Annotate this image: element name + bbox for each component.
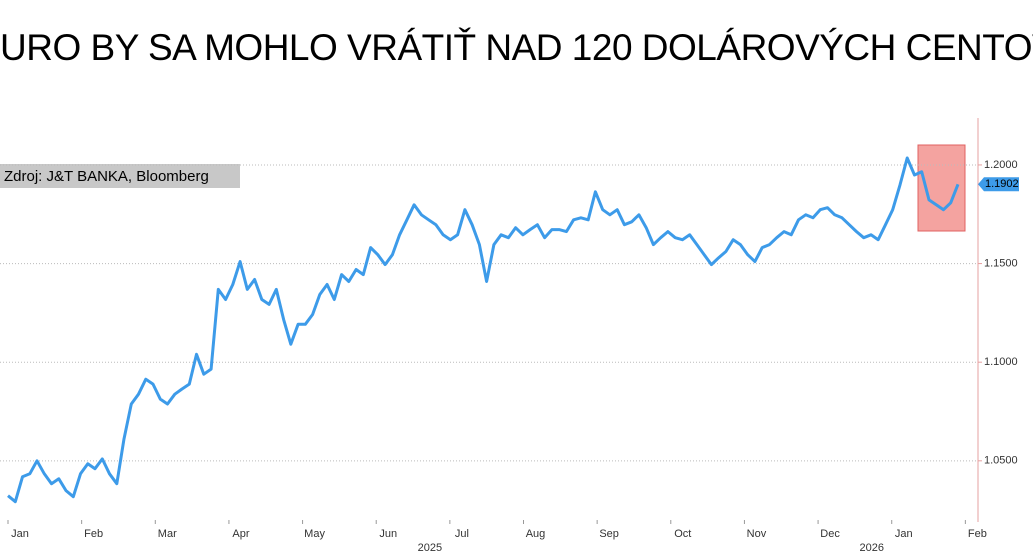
year-label: 2025 <box>418 542 442 554</box>
x-tick-label: Feb <box>84 528 103 540</box>
source: Zdroj: J&T BANKA, Bloomberg <box>4 168 209 185</box>
x-tick-label: Aug <box>526 528 546 540</box>
x-tick-label: Jan <box>895 528 913 540</box>
y-tick-label: 1.0500 <box>984 455 1018 467</box>
x-tick-label: Jul <box>455 528 469 540</box>
source-box <box>0 164 240 188</box>
x-tick-label: Oct <box>674 528 691 540</box>
x-tick-label: Jan <box>11 528 29 540</box>
x-tick-label: Jun <box>379 528 397 540</box>
y-tick-label: 1.2000 <box>984 159 1018 171</box>
x-tick-label: Mar <box>158 528 177 540</box>
last-value-marker <box>978 177 1019 192</box>
x-tick-label: Feb <box>968 528 987 540</box>
x-tick-label: May <box>304 528 325 540</box>
chart-title: EURO BY SA MOHLO VRÁTIŤ NAD 120 DOLÁROVÝ… <box>0 27 1033 68</box>
x-tick-label: Dec <box>820 528 840 540</box>
line-series <box>7 156 960 504</box>
x-tick-label: Nov <box>747 528 767 540</box>
year-label: 2026 <box>859 542 883 554</box>
plot: 1.0500 1.1000 1.1500 1.2000 Jan Feb Mar Apr May J… <box>0 156 1019 554</box>
last-value-label: 1.1902 <box>985 178 1019 190</box>
x-tick-label: Apr <box>232 528 249 540</box>
y-tick-label: 1.1500 <box>984 257 1018 269</box>
x-tick-label: Sep <box>599 528 619 540</box>
y-tick-label: 1.1000 <box>984 356 1018 368</box>
